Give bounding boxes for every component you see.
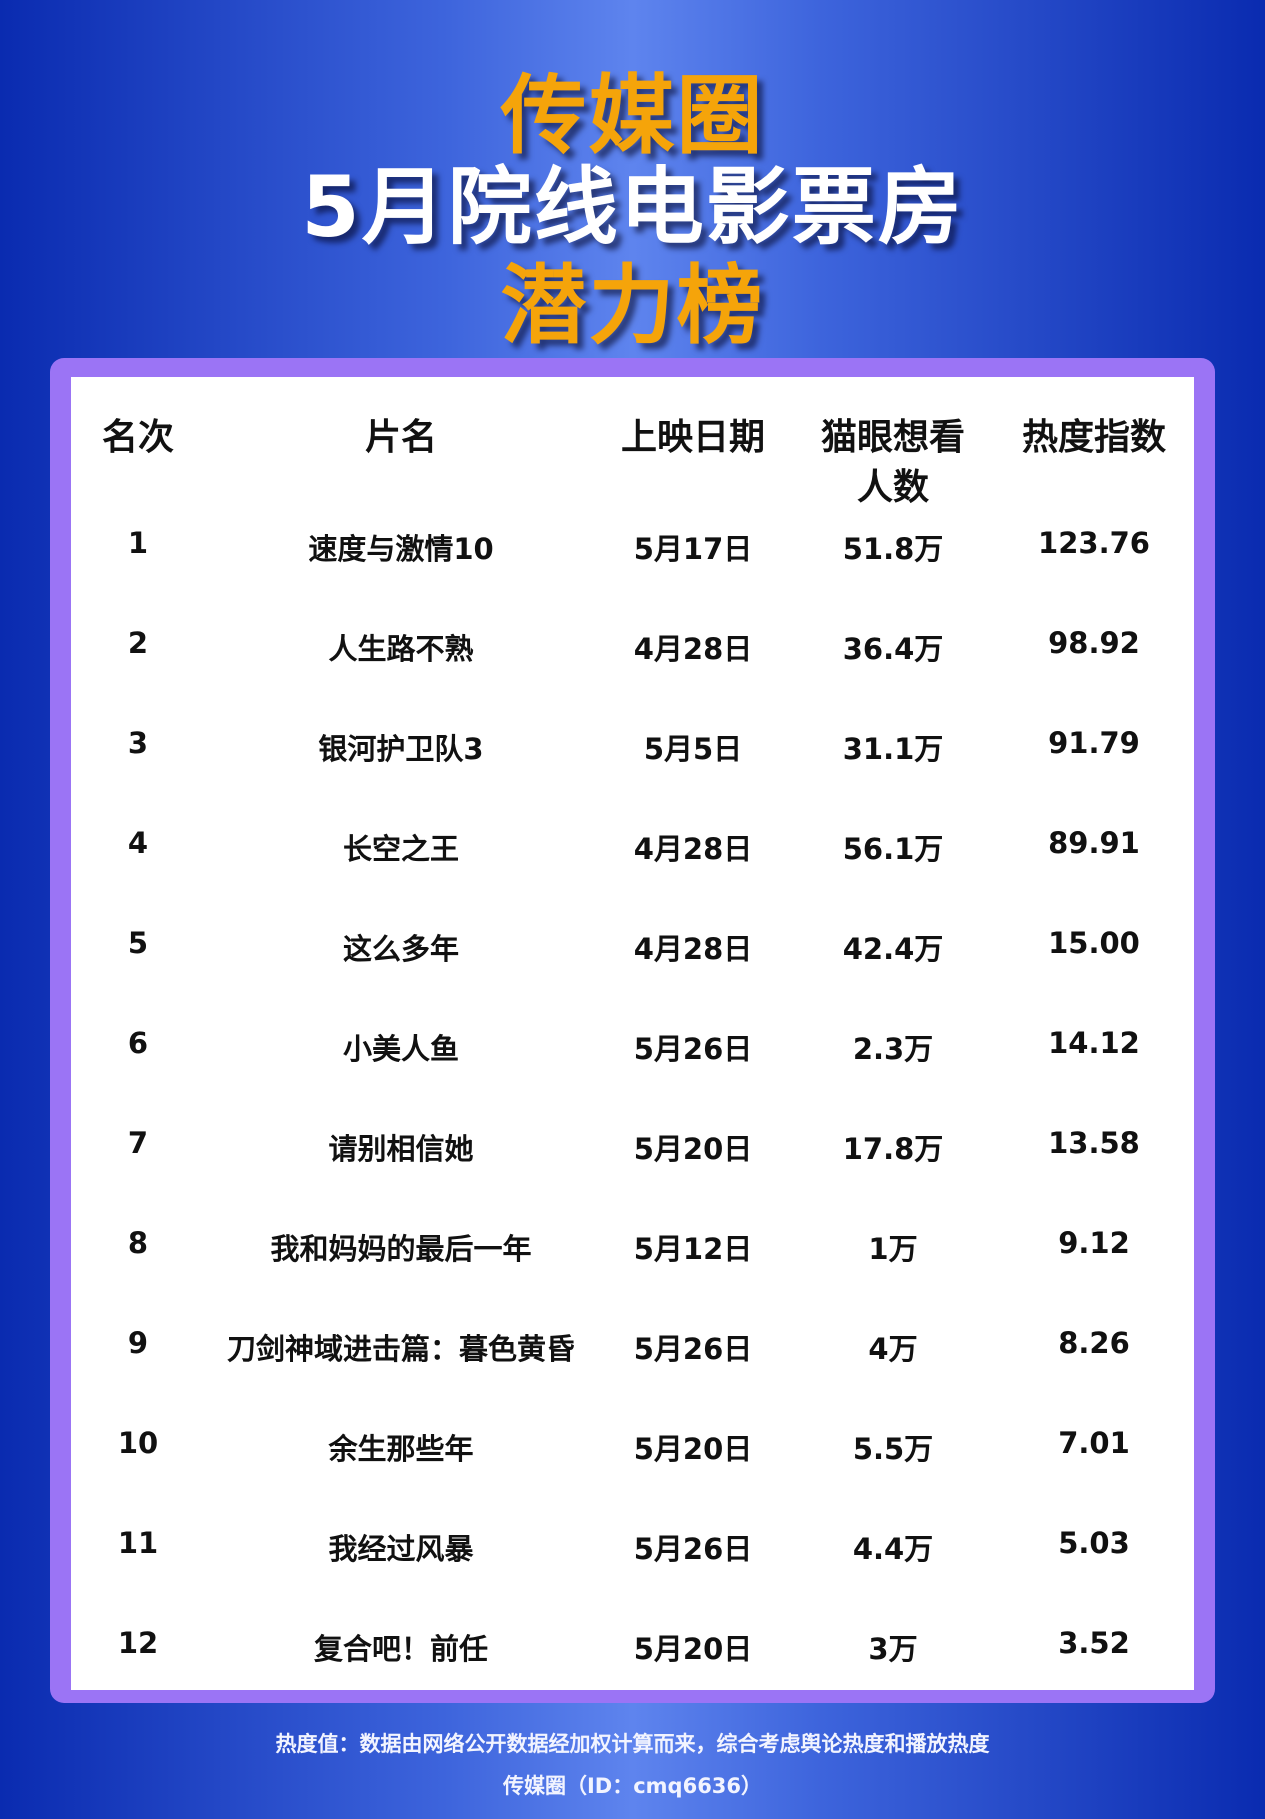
- cell-movie-title: 余生那些年: [328, 1432, 474, 1466]
- cell-movie-title: 我和妈妈的最后一年: [270, 1232, 532, 1266]
- cell-rank: 12: [117, 1626, 159, 1660]
- cell-release-date: 5月26日: [633, 1032, 753, 1066]
- cell-rank: 5: [127, 926, 149, 960]
- cell-want-to-see: 4.4万: [852, 1532, 934, 1566]
- cell-release-date: 5月12日: [633, 1232, 753, 1266]
- cell-rank: 9: [127, 1326, 149, 1360]
- cell-heat-index: 5.03: [1058, 1526, 1130, 1560]
- header-want-to-see: 猫眼想看: [820, 417, 966, 458]
- cell-release-date: 5月17日: [633, 532, 753, 566]
- cell-heat-index: 14.12: [1048, 1026, 1140, 1060]
- cell-movie-title: 速度与激情10: [308, 532, 494, 566]
- cell-heat-index: 89.91: [1048, 826, 1140, 860]
- footer-source: 传媒圈（ID：cmq6636）: [502, 1774, 763, 1798]
- cell-rank: 11: [117, 1526, 159, 1560]
- cell-heat-index: 123.76: [1038, 526, 1150, 560]
- cell-movie-title: 请别相信她: [328, 1132, 474, 1166]
- cell-heat-index: 8.26: [1058, 1326, 1130, 1360]
- table-panel: [71, 377, 1194, 1690]
- cell-heat-index: 3.52: [1058, 1626, 1130, 1660]
- cell-movie-title: 这么多年: [342, 932, 460, 966]
- cell-release-date: 5月20日: [633, 1632, 753, 1666]
- header-heat-index: 热度指数: [1021, 417, 1167, 458]
- cell-movie-title: 长空之王: [342, 832, 460, 866]
- cell-rank: 6: [127, 1026, 149, 1060]
- cell-heat-index: 91.79: [1048, 726, 1140, 760]
- cell-want-to-see: 17.8万: [842, 1132, 944, 1166]
- cell-release-date: 5月20日: [633, 1432, 753, 1466]
- cell-heat-index: 7.01: [1058, 1426, 1130, 1460]
- cell-want-to-see: 4万: [868, 1332, 918, 1366]
- cell-rank: 8: [127, 1226, 149, 1260]
- brand-title: 传媒圈: [500, 66, 765, 166]
- cell-want-to-see: 2.3万: [852, 1032, 934, 1066]
- cell-release-date: 5月20日: [633, 1132, 753, 1166]
- cell-release-date: 4月28日: [633, 632, 753, 666]
- cell-release-date: 5月26日: [633, 1332, 753, 1366]
- cell-heat-index: 13.58: [1048, 1126, 1140, 1160]
- header-want-to-see-line2: 人数: [856, 467, 930, 508]
- cell-want-to-see: 3万: [868, 1632, 918, 1666]
- cell-heat-index: 98.92: [1048, 626, 1140, 660]
- cell-movie-title: 我经过风暴: [328, 1532, 474, 1566]
- cell-want-to-see: 51.8万: [842, 532, 944, 566]
- cell-movie-title: 复合吧！前任: [313, 1632, 489, 1666]
- cell-rank: 1: [127, 526, 149, 560]
- cell-heat-index: 15.00: [1048, 926, 1140, 960]
- cell-want-to-see: 5.5万: [852, 1432, 934, 1466]
- cell-heat-index: 9.12: [1058, 1226, 1130, 1260]
- cell-rank: 10: [117, 1426, 159, 1460]
- cell-release-date: 4月28日: [633, 832, 753, 866]
- cell-release-date: 4月28日: [633, 932, 753, 966]
- cell-rank: 4: [127, 826, 149, 860]
- cell-want-to-see: 56.1万: [842, 832, 944, 866]
- header-title: 片名: [364, 417, 438, 458]
- cell-rank: 3: [127, 726, 149, 760]
- cell-movie-title: 刀剑神域进击篇：暮色黄昏: [226, 1332, 576, 1366]
- header-rank: 名次: [101, 417, 175, 458]
- cell-movie-title: 人生路不熟: [328, 632, 474, 666]
- cell-release-date: 5月5日: [643, 732, 743, 766]
- cell-movie-title: 小美人鱼: [342, 1032, 460, 1066]
- cell-want-to-see: 42.4万: [842, 932, 944, 966]
- footer-note: 热度值：数据由网络公开数据经加权计算而来，综合考虑舆论热度和播放热度: [275, 1732, 990, 1756]
- cell-rank: 7: [127, 1126, 149, 1160]
- cell-release-date: 5月26日: [633, 1532, 753, 1566]
- sub-title: 潜力榜: [500, 256, 765, 356]
- cell-rank: 2: [127, 626, 149, 660]
- header-release-date: 上映日期: [620, 417, 766, 458]
- cell-want-to-see: 31.1万: [842, 732, 944, 766]
- main-title: 5月院线电影票房: [301, 158, 964, 256]
- cell-want-to-see: 1万: [868, 1232, 918, 1266]
- cell-want-to-see: 36.4万: [842, 632, 944, 666]
- cell-movie-title: 银河护卫队3: [318, 732, 484, 766]
